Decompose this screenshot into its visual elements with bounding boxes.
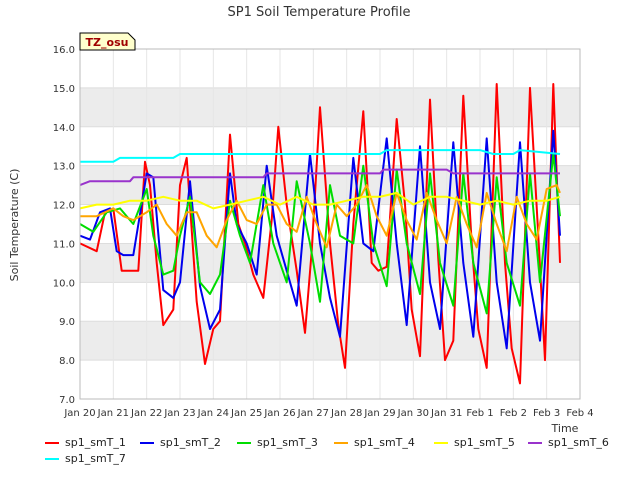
legend-label: sp1_smT_3 bbox=[257, 436, 318, 449]
legend-item-sp1-smT-2: sp1_smT_2 bbox=[140, 436, 221, 449]
plot-band bbox=[80, 87, 580, 127]
station-badge: TZ_osu bbox=[79, 32, 136, 51]
y-tick-label: 13.0 bbox=[53, 162, 75, 173]
legend-swatch bbox=[45, 458, 59, 460]
legend-item-sp1-smT-5: sp1_smT_5 bbox=[434, 436, 515, 449]
legend-label: sp1_smT_1 bbox=[65, 436, 126, 449]
y-tick-label: 10.0 bbox=[53, 278, 75, 289]
legend-item-sp1-smT-3: sp1_smT_3 bbox=[237, 436, 318, 449]
legend-label: sp1_smT_2 bbox=[160, 436, 221, 449]
legend-label: sp1_smT_5 bbox=[454, 436, 515, 449]
series-line-sp1-smT-5 bbox=[79, 191, 561, 210]
x-tick-label: Jan 26 bbox=[263, 408, 295, 419]
x-tick-label: Jan 27 bbox=[297, 408, 329, 419]
chart-title: SP1 Soil Temperature Profile bbox=[228, 5, 411, 20]
legend-swatch bbox=[237, 442, 251, 444]
legend-swatch bbox=[528, 442, 542, 444]
legend-label: sp1_smT_6 bbox=[548, 436, 609, 449]
series-lines bbox=[79, 83, 561, 385]
y-tick-label: 12.0 bbox=[53, 201, 75, 212]
x-tick-label: Feb 2 bbox=[500, 408, 527, 419]
x-tick-label: Jan 22 bbox=[130, 408, 162, 419]
legend-swatch bbox=[140, 442, 154, 444]
x-axis-label: Time bbox=[551, 422, 579, 435]
x-tick-label: Jan 28 bbox=[330, 408, 362, 419]
x-tick-label: Jan 24 bbox=[197, 408, 229, 419]
legend-item-sp1-smT-4: sp1_smT_4 bbox=[334, 436, 415, 449]
x-tick-label: Jan 31 bbox=[430, 408, 462, 419]
x-tick-label: Jan 25 bbox=[230, 408, 262, 419]
x-tick-label: Jan 23 bbox=[163, 408, 195, 419]
plot-frame bbox=[79, 48, 581, 400]
y-tick-label: 14.0 bbox=[53, 123, 75, 134]
y-tick-label: 15.0 bbox=[53, 84, 75, 95]
y-tick-label: 7.0 bbox=[59, 395, 75, 406]
legend-swatch bbox=[334, 442, 348, 444]
x-tick-label: Jan 20 bbox=[63, 408, 95, 419]
axes: 7.0 8.0 9.0 10.0 11.0 12.0 13.0 14.0 15.0 16.0 Jan… bbox=[53, 45, 594, 419]
legend-swatch bbox=[434, 442, 448, 444]
y-axis-label: Soil Temperature (C) bbox=[8, 169, 21, 282]
legend-item-sp1-smT-1: sp1_smT_1 bbox=[45, 436, 126, 449]
series-line-sp1-smT-4 bbox=[80, 184, 561, 253]
legend-item-sp1-smT-7: sp1_smT_7 bbox=[45, 452, 126, 465]
legend-swatch bbox=[45, 442, 59, 444]
x-tick-label: Feb 1 bbox=[466, 408, 493, 419]
x-tick-label: Jan 30 bbox=[397, 408, 429, 419]
x-tick-label: Feb 4 bbox=[566, 408, 593, 419]
station-badge-label: TZ_osu bbox=[86, 36, 129, 49]
plot-band bbox=[80, 321, 580, 361]
series-line-sp1-smT-7 bbox=[80, 149, 561, 163]
x-tick-label: Jan 21 bbox=[97, 408, 129, 419]
plot-area bbox=[80, 49, 580, 399]
legend-label: sp1_smT_4 bbox=[354, 436, 415, 449]
series-line-sp1-smT-3 bbox=[79, 153, 561, 315]
x-tick-label: Jan 29 bbox=[363, 408, 395, 419]
y-tick-label: 16.0 bbox=[53, 45, 75, 56]
series-line-sp1-smT-6 bbox=[79, 168, 560, 187]
legend-label: sp1_smT_7 bbox=[65, 452, 126, 465]
x-tick-label: Feb 3 bbox=[533, 408, 560, 419]
y-tick-label: 9.0 bbox=[59, 317, 75, 328]
legend-item-sp1-smT-6: sp1_smT_6 bbox=[528, 436, 609, 449]
chart-legend: sp1_smT_1 sp1_smT_2 sp1_smT_3 sp1_smT_4 sp1_… bbox=[0, 436, 640, 476]
y-tick-label: 8.0 bbox=[59, 356, 75, 367]
y-tick-label: 11.0 bbox=[53, 239, 75, 250]
series-line-sp1-smT-1 bbox=[79, 83, 561, 385]
